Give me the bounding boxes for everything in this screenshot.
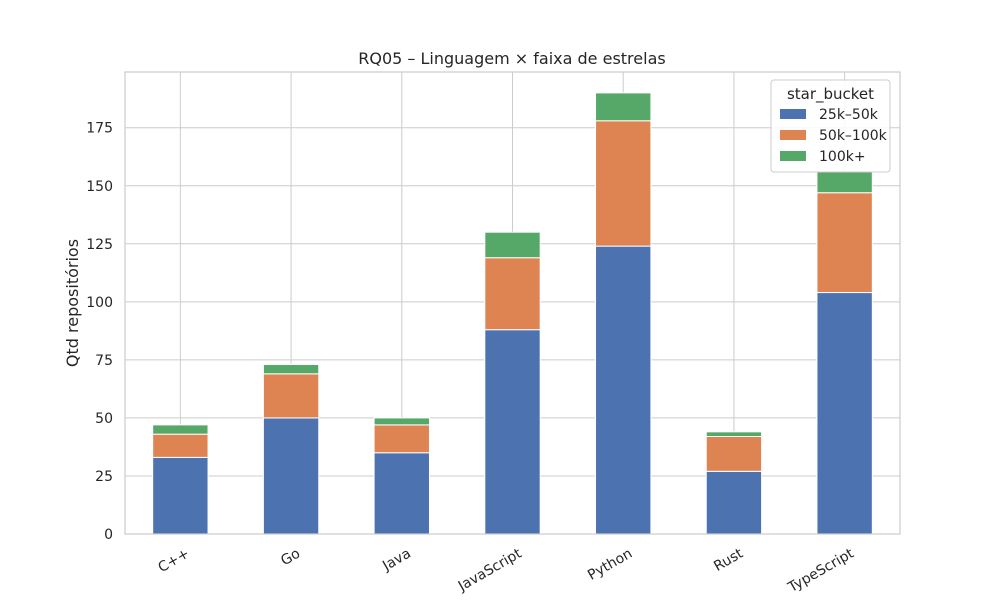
bar-segment-c-50k-100k xyxy=(152,433,209,458)
bar-segment-java-100k- xyxy=(373,417,430,426)
x-tick-label: Java xyxy=(379,546,413,575)
legend-title: star_bucket xyxy=(787,85,874,104)
x-tick-label: TypeScript xyxy=(785,545,857,596)
legend-swatch xyxy=(780,109,806,119)
bar-segment-go-25k-50k xyxy=(262,417,320,535)
bar-segment-rust-50k-100k xyxy=(705,435,763,472)
bar-segment-c-25k-50k xyxy=(152,456,209,535)
y-tick-label: 150 xyxy=(86,179,113,195)
x-tick-label: JavaScript xyxy=(455,545,525,595)
bar-segment-python-25k-50k xyxy=(595,245,652,535)
legend-box xyxy=(770,79,891,173)
legend-label: 100k+ xyxy=(819,149,866,165)
chart-title: RQ05 – Linguagem × faixa de estrelas xyxy=(358,49,665,68)
bar-segment-java-50k-100k xyxy=(373,424,430,454)
bar-segment-go-100k- xyxy=(262,364,320,375)
bar-segment-javascript-100k- xyxy=(484,231,541,259)
y-tick-label: 125 xyxy=(86,237,113,253)
legend-label: 25k–50k xyxy=(819,107,879,123)
x-tick-label: Python xyxy=(585,546,635,584)
bar-segment-c-100k- xyxy=(152,424,209,435)
y-tick-label: 0 xyxy=(104,527,113,543)
y-tick-label: 75 xyxy=(95,353,113,369)
bar-segment-rust-25k-50k xyxy=(705,470,763,535)
legend-swatch xyxy=(780,130,806,140)
legend-swatch xyxy=(780,151,806,161)
bar-segment-go-50k-100k xyxy=(262,373,320,419)
bar-segment-javascript-25k-50k xyxy=(484,329,541,535)
bar-segment-typescript-50k-100k xyxy=(816,192,873,294)
bar-segment-python-50k-100k xyxy=(595,120,652,247)
x-tick-label: Rust xyxy=(711,545,746,574)
bar-segment-python-100k- xyxy=(595,92,652,122)
bar-segment-java-25k-50k xyxy=(373,452,430,535)
plot-frame xyxy=(124,71,901,535)
y-tick-label: 50 xyxy=(95,411,113,427)
y-tick-label: 100 xyxy=(86,295,113,311)
bar-segment-javascript-50k-100k xyxy=(484,257,541,331)
y-tick-label: 25 xyxy=(95,469,113,485)
x-tick-label: Go xyxy=(278,546,303,570)
bar-segment-rust-100k- xyxy=(705,431,763,437)
x-tick-label: C++ xyxy=(156,546,193,576)
legend-label: 50k–100k xyxy=(819,128,888,144)
y-axis-title: Qtd repositórios xyxy=(63,239,82,367)
bar-segment-typescript-100k- xyxy=(816,171,873,194)
legend: star_bucket 25k–50k 50k–100k 100k+ xyxy=(770,79,891,173)
bar-segment-typescript-25k-50k xyxy=(816,292,873,535)
y-tick-label: 175 xyxy=(86,121,113,137)
